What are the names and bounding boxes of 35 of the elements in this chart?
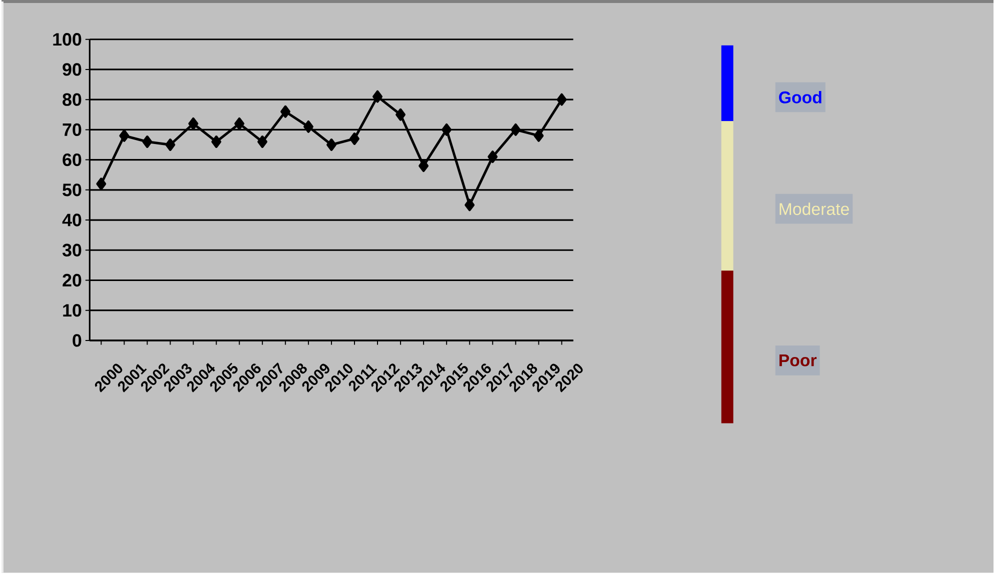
point <box>165 138 176 152</box>
point <box>188 118 198 130</box>
y-tick-label: 80 <box>62 93 82 106</box>
y-tick-label: 10 <box>63 304 82 317</box>
point <box>510 124 521 136</box>
y-tick-label: 30 <box>62 244 82 257</box>
point <box>534 130 544 142</box>
y-tick-label: 20 <box>62 274 82 287</box>
point <box>119 130 130 142</box>
y-tick-label: 40 <box>62 214 82 226</box>
point <box>303 120 314 134</box>
point <box>326 138 336 152</box>
point <box>464 198 475 212</box>
point <box>142 136 152 148</box>
text: Moderate <box>780 202 849 216</box>
y-tick-label: 70 <box>62 123 82 136</box>
point <box>396 108 406 121</box>
y-tick-label: 50 <box>62 184 82 196</box>
point <box>280 106 290 118</box>
text: Poor <box>779 354 817 366</box>
point <box>96 178 106 190</box>
point <box>350 132 360 146</box>
point <box>372 90 382 103</box>
point <box>257 136 268 148</box>
point <box>442 124 452 136</box>
y-tick-label: 100 <box>53 33 82 46</box>
y-tick-label: 60 <box>62 154 82 166</box>
point <box>234 118 244 130</box>
point <box>488 150 498 164</box>
text: Good <box>779 91 822 104</box>
point <box>211 136 222 148</box>
point <box>418 160 429 172</box>
y-tick-label: 0 <box>72 334 82 347</box>
point <box>556 93 567 106</box>
y-tick-label: 90 <box>62 63 82 76</box>
